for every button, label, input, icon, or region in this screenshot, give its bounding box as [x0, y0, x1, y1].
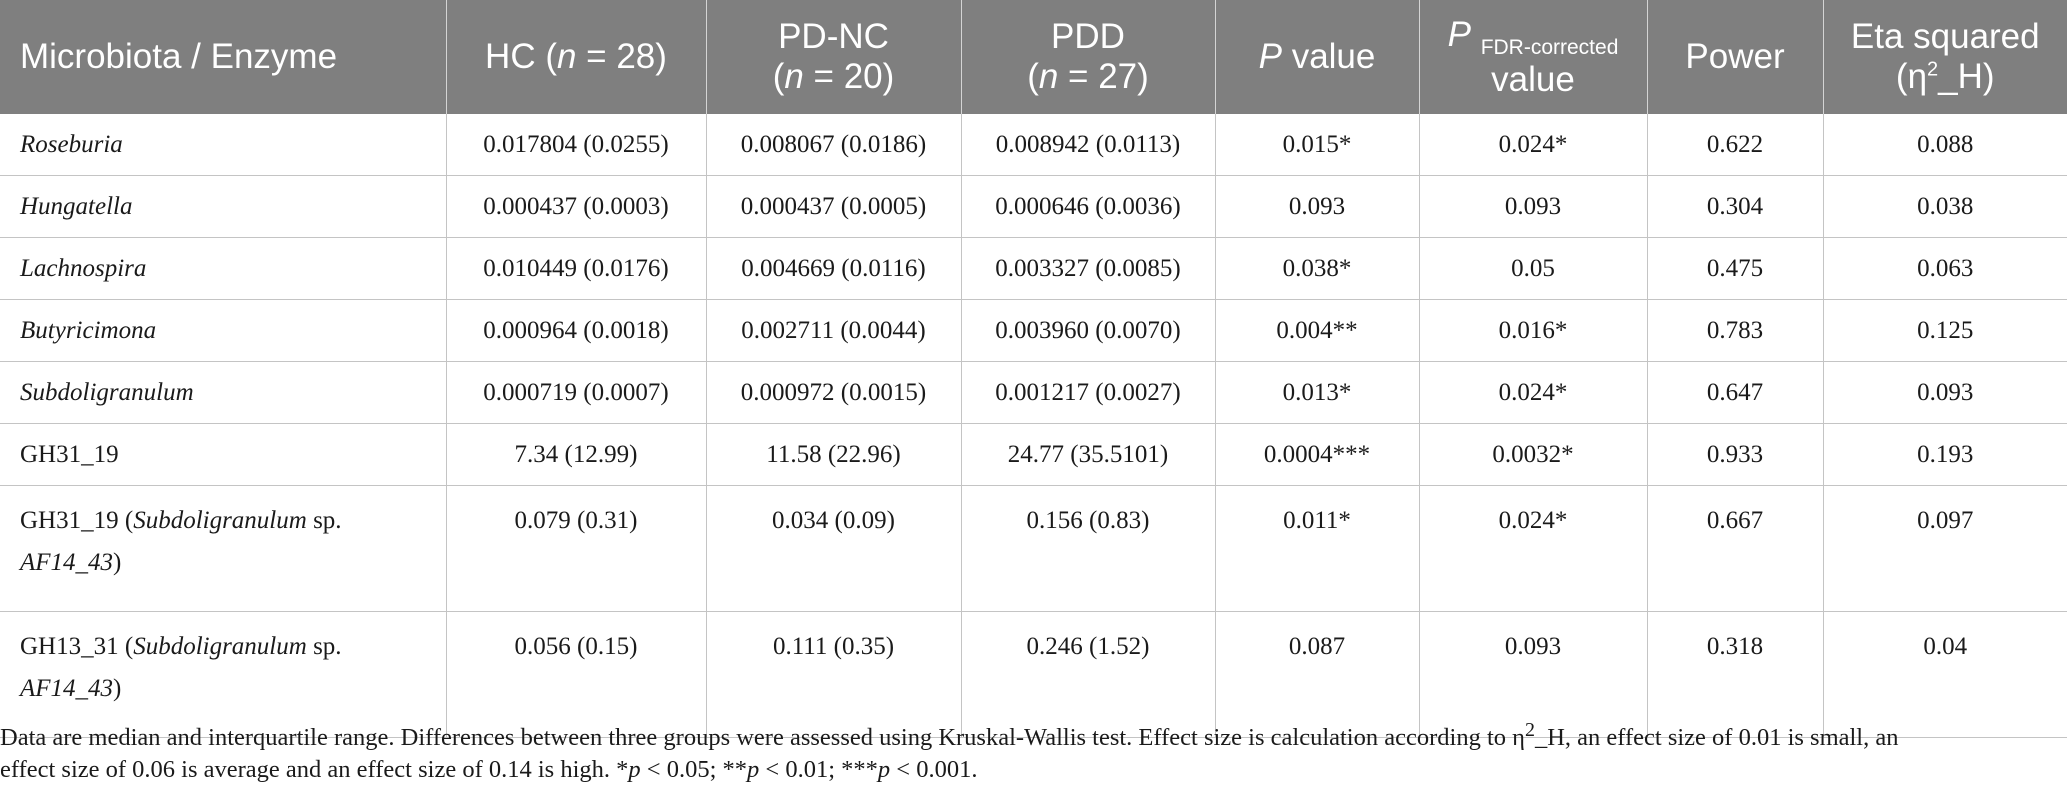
cell-power: 0.622 — [1647, 114, 1824, 176]
cell-p-fdr: 0.0032* — [1419, 423, 1648, 486]
cell-p-value: 0.004** — [1215, 299, 1420, 362]
cell-power: 0.647 — [1647, 361, 1824, 424]
results-table-container: Microbiota / Enzyme HC (n = 28) PD-NC (n … — [0, 0, 2067, 738]
header-pdd: PDD (n = 27) — [961, 0, 1216, 114]
cell-p-fdr: 0.05 — [1419, 237, 1648, 300]
row-label: Lachnospira — [0, 237, 447, 300]
header-microbiota-enzyme: Microbiota / Enzyme — [0, 0, 447, 114]
cell-p-value: 0.015* — [1215, 114, 1420, 176]
cell-eta: 0.193 — [1823, 423, 2067, 486]
cell-pd-nc: 0.000972 (0.0015) — [706, 361, 962, 424]
cell-p-value: 0.0004*** — [1215, 423, 1420, 486]
cell-power: 0.475 — [1647, 237, 1824, 300]
cell-p-fdr: 0.016* — [1419, 299, 1648, 362]
header-power: Power — [1647, 0, 1824, 114]
row-label: Roseburia — [0, 114, 447, 176]
cell-eta: 0.088 — [1823, 114, 2067, 176]
cell-pd-nc: 0.000437 (0.0005) — [706, 175, 962, 238]
cell-pd-nc: 0.004669 (0.0116) — [706, 237, 962, 300]
cell-pdd: 0.246 (1.52) — [961, 611, 1216, 738]
cell-pdd: 0.001217 (0.0027) — [961, 361, 1216, 424]
header-pd-nc: PD-NC (n = 20) — [706, 0, 962, 114]
cell-eta: 0.04 — [1823, 611, 2067, 738]
cell-hc: 0.056 (0.15) — [446, 611, 707, 738]
table-row-gh13-31-subdoligranulum: GH13_31 (Subdoligranulum sp. AF14_43) 0.0… — [0, 611, 2067, 738]
cell-p-fdr: 0.024* — [1419, 114, 1648, 176]
cell-eta: 0.093 — [1823, 361, 2067, 424]
header-hc: HC (n = 28) — [446, 0, 707, 114]
cell-p-fdr: 0.024* — [1419, 361, 1648, 424]
cell-hc: 0.010449 (0.0176) — [446, 237, 707, 300]
cell-p-value: 0.011* — [1215, 485, 1420, 612]
cell-pd-nc: 0.111 (0.35) — [706, 611, 962, 738]
table-body: Roseburia 0.017804 (0.0255) 0.008067 (0.… — [0, 114, 2067, 738]
cell-pdd: 0.003960 (0.0070) — [961, 299, 1216, 362]
table-footnote: Data are median and interquartile range.… — [0, 718, 1899, 783]
cell-pdd: 0.000646 (0.0036) — [961, 175, 1216, 238]
table-row-roseburia: Roseburia 0.017804 (0.0255) 0.008067 (0.… — [0, 114, 2067, 176]
cell-power: 0.933 — [1647, 423, 1824, 486]
table-header: Microbiota / Enzyme HC (n = 28) PD-NC (n … — [0, 0, 2067, 114]
cell-hc: 0.017804 (0.0255) — [446, 114, 707, 176]
table-row-subdoligranulum: Subdoligranulum 0.000719 (0.0007) 0.0009… — [0, 361, 2067, 424]
cell-power: 0.304 — [1647, 175, 1824, 238]
cell-pdd: 0.008942 (0.0113) — [961, 114, 1216, 176]
cell-pd-nc: 0.034 (0.09) — [706, 485, 962, 612]
cell-hc: 0.000437 (0.0003) — [446, 175, 707, 238]
cell-power: 0.318 — [1647, 611, 1824, 738]
cell-pd-nc: 11.58 (22.96) — [706, 423, 962, 486]
cell-eta: 0.038 — [1823, 175, 2067, 238]
header-p-value: P value — [1215, 0, 1420, 114]
cell-pd-nc: 0.002711 (0.0044) — [706, 299, 962, 362]
results-table: Microbiota / Enzyme HC (n = 28) PD-NC (n … — [0, 0, 2067, 738]
row-label: GH13_31 (Subdoligranulum sp. AF14_43) — [0, 611, 447, 738]
row-label: GH31_19 — [0, 423, 447, 486]
row-label: Subdoligranulum — [0, 361, 447, 424]
cell-hc: 0.000964 (0.0018) — [446, 299, 707, 362]
table-row-butyricimona: Butyricimona 0.000964 (0.0018) 0.002711 … — [0, 299, 2067, 362]
cell-pdd: 0.003327 (0.0085) — [961, 237, 1216, 300]
cell-power: 0.783 — [1647, 299, 1824, 362]
cell-hc: 0.079 (0.31) — [446, 485, 707, 612]
cell-p-fdr: 0.093 — [1419, 175, 1648, 238]
cell-hc: 0.000719 (0.0007) — [446, 361, 707, 424]
cell-p-value: 0.093 — [1215, 175, 1420, 238]
cell-eta: 0.097 — [1823, 485, 2067, 612]
row-label: Hungatella — [0, 175, 447, 238]
table-row-lachnospira: Lachnospira 0.010449 (0.0176) 0.004669 (… — [0, 237, 2067, 300]
cell-pd-nc: 0.008067 (0.0186) — [706, 114, 962, 176]
cell-eta: 0.125 — [1823, 299, 2067, 362]
header-p-fdr-corrected: P FDR-corrected value — [1419, 0, 1648, 114]
table-row-hungatella: Hungatella 0.000437 (0.0003) 0.000437 (0… — [0, 175, 2067, 238]
cell-pdd: 24.77 (35.5101) — [961, 423, 1216, 486]
cell-p-value: 0.087 — [1215, 611, 1420, 738]
cell-p-value: 0.013* — [1215, 361, 1420, 424]
cell-p-value: 0.038* — [1215, 237, 1420, 300]
row-label: GH31_19 (Subdoligranulum sp. AF14_43) — [0, 485, 447, 612]
cell-pdd: 0.156 (0.83) — [961, 485, 1216, 612]
table-row-gh31-19-subdoligranulum: GH31_19 (Subdoligranulum sp. AF14_43) 0.0… — [0, 485, 2067, 612]
table-row-gh31-19: GH31_19 7.34 (12.99) 11.58 (22.96) 24.77… — [0, 423, 2067, 486]
cell-p-fdr: 0.024* — [1419, 485, 1648, 612]
cell-hc: 7.34 (12.99) — [446, 423, 707, 486]
header-eta-squared: Eta squared (η2_H) — [1823, 0, 2067, 114]
cell-power: 0.667 — [1647, 485, 1824, 612]
cell-eta: 0.063 — [1823, 237, 2067, 300]
cell-p-fdr: 0.093 — [1419, 611, 1648, 738]
row-label: Butyricimona — [0, 299, 447, 362]
